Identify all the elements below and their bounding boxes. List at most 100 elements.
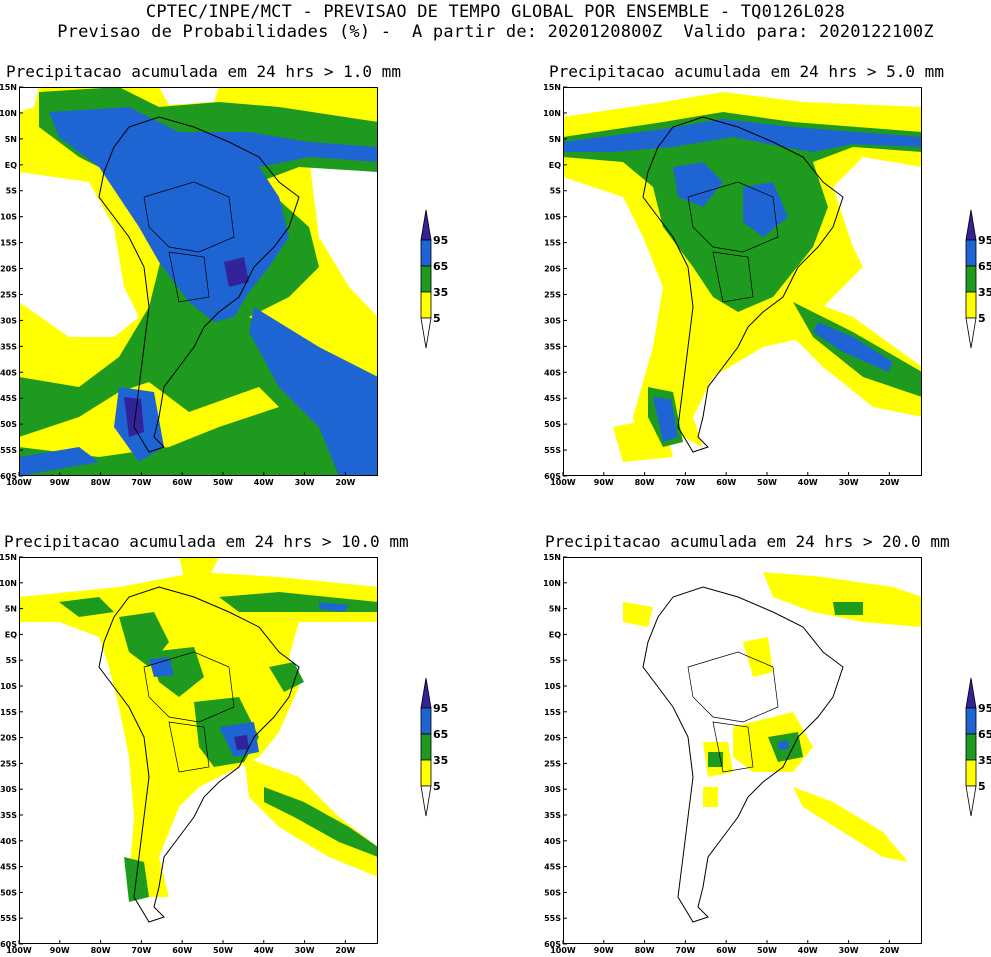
colorbar-bottom-arrow [420,785,432,817]
lon-label: 80W [91,946,111,955]
lat-label: 15S [544,239,561,248]
lat-label: 55S [544,914,561,923]
lat-label: EQ [5,161,17,170]
colorbar-top-arrow [420,677,432,709]
header-line-1: CPTEC/INPE/MCT - PREVISAO DE TEMPO GLOBA… [145,2,846,22]
colorbar-segment [420,707,432,735]
lon-ticks-3: 100W 90W 80W 70W 60W 50W 40W 30W 20W [6,940,356,955]
lat-label: 60S [544,472,561,481]
lon-label: 20W [879,946,899,955]
lon-label: 30W [839,478,859,487]
colorbar-label: 35 [978,754,991,767]
lat-label: 5N [5,605,17,614]
colorbar-label: 65 [978,728,991,741]
lat-label: 45S [544,863,561,872]
lat-label: 25S [0,290,17,299]
colorbar-segment [965,265,977,293]
colorbar-label: 5 [978,312,986,325]
lat-label: 50S [0,888,17,897]
colorbar-top-arrow [965,209,977,241]
lat-label: EQ [5,630,17,639]
colorbar-segment [420,291,432,319]
lon-label: 40W [798,946,818,955]
lat-label: EQ [549,630,561,639]
lon-label: 100W [550,478,576,487]
lat-label: 25S [544,290,561,299]
colorbar-top-arrow [965,677,977,709]
lon-label: 90W [594,478,614,487]
colorbar-bottom-arrow [420,317,432,349]
colorbar-top-arrow [420,209,432,241]
lat-label: 25S [544,759,561,768]
lon-label: 80W [635,478,655,487]
lon-label: 50W [757,478,777,487]
lon-label: 80W [91,478,111,487]
lat-label: 5N [549,605,561,614]
lat-label: 20S [0,734,17,743]
lon-label: 50W [757,946,777,955]
lon-ticks-2: 100W 90W 80W 70W 60W 50W 40W 30W 20W [550,472,900,487]
colorbar-segment [965,733,977,761]
colorbar-label: 95 [433,234,448,247]
header-line-2: Previsao de Probabilidades (%) - A parti… [57,22,934,42]
lon-label: 30W [295,478,315,487]
colorbar-4: 95 65 35 5 [965,677,991,817]
lat-label: 60S [0,940,17,949]
lat-label: 40S [544,368,561,377]
lon-label: 90W [50,946,70,955]
lat-label: 20S [544,265,561,274]
lat-label: 45S [0,394,17,403]
lat-label: 55S [544,446,561,455]
lat-label: 50S [544,888,561,897]
lat-ticks-1: 15N 10N 5N EQ 5S 10S 15S 20S 25S 30S 35S 40S 45S 50S 5… [0,83,23,481]
lon-label: 80W [635,946,655,955]
lon-label: 30W [839,946,859,955]
lon-label: 100W [6,946,32,955]
lat-label: 40S [544,837,561,846]
panel-title-2: Precipitacao acumulada em 24 hrs > 5.0 m… [549,62,944,81]
lat-label: 45S [544,394,561,403]
colorbar-segment [965,239,977,267]
colorbar-label: 95 [433,702,448,715]
map-panel-4: 15N 10N 5N EQ 5S 10S 15S 20S 25S 30S 35S 40S 45S 50S 5… [543,553,922,955]
lat-label: 35S [544,811,561,820]
lat-label: 50S [544,420,561,429]
lon-label: 60W [716,946,736,955]
colorbar-label: 95 [978,702,991,715]
lat-label: 5S [550,656,562,665]
lat-label: 15N [0,553,17,562]
colorbar-bottom-arrow [965,317,977,349]
colorbar-label: 65 [433,260,448,273]
lon-label: 60W [716,478,736,487]
colorbar-segment [965,759,977,787]
lon-label: 20W [335,946,355,955]
map-panel-3: 15N 10N 5N EQ 5S 10S 15S 20S 25S 30S 35S 40S 45S 50S 5… [0,553,378,955]
lat-label: 30S [0,316,17,325]
colorbar-label: 35 [433,286,448,299]
lat-label: 25S [0,759,17,768]
colorbar-1: 95 65 35 5 [420,209,448,349]
lon-label: 60W [172,946,192,955]
panel-title-3: Precipitacao acumulada em 24 hrs > 10.0 … [4,532,409,551]
lon-label: 40W [798,478,818,487]
lon-label: 50W [213,946,233,955]
lat-label: 5S [6,187,18,196]
lat-label: 10S [544,213,561,222]
lat-label: 10S [544,682,561,691]
lat-label: 10N [0,109,17,118]
lon-ticks-4: 100W 90W 80W 70W 60W 50W 40W 30W 20W [550,940,900,955]
lat-label: 35S [0,811,17,820]
lat-label: 10N [543,109,561,118]
lat-label: 5S [550,187,562,196]
colorbar-segment [420,759,432,787]
lat-label: 35S [0,342,17,351]
colorbar-segment [965,707,977,735]
map-panel-2: 15N 10N 5N EQ 5S 10S 15S 20S 25S 30S 35S 40S 45S 50S 5… [543,83,922,487]
lat-label: 60S [0,472,17,481]
lat-label: 10S [0,682,17,691]
lat-label: 30S [544,316,561,325]
lat-label: 15S [544,708,561,717]
lat-label: 40S [0,368,17,377]
lat-label: 10N [543,579,561,588]
panel-title-1: Precipitacao acumulada em 24 hrs > 1.0 m… [6,62,401,81]
